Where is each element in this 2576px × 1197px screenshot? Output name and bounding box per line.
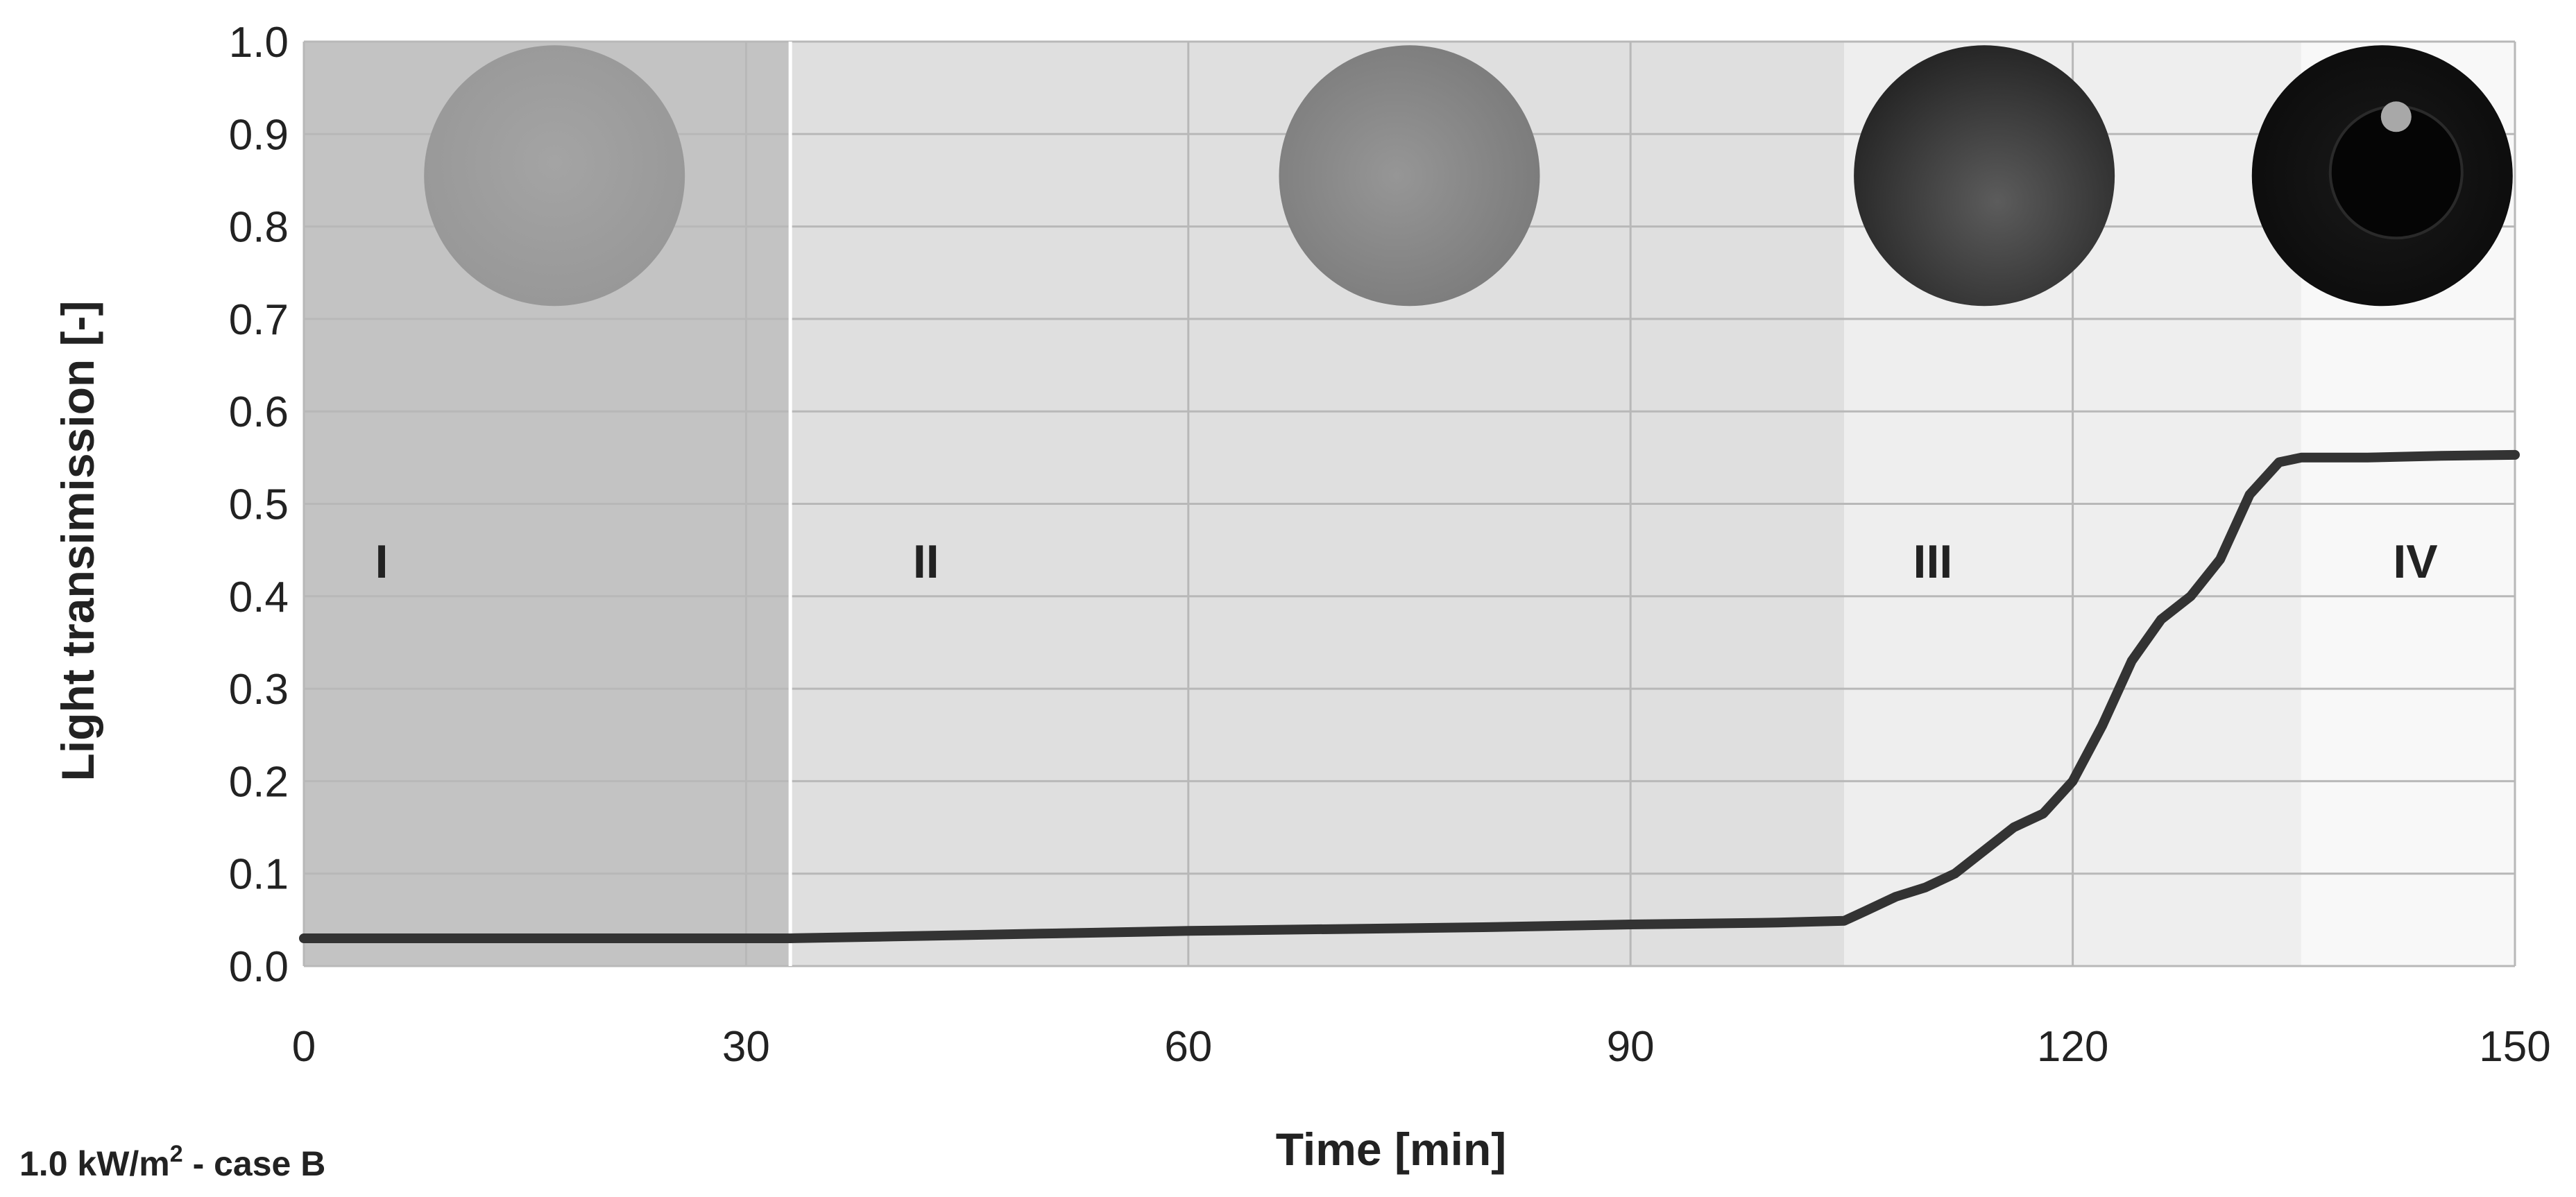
phase-label-II: II	[913, 535, 939, 588]
caption-flux: 1.0 kW/m	[19, 1144, 170, 1183]
x-tick-label: 90	[1607, 1023, 1655, 1071]
phase-label-I: I	[375, 535, 389, 588]
y-gridlines	[304, 40, 2515, 967]
y-tick-label: 0.1	[229, 851, 289, 899]
y-tick-label: 0.4	[229, 574, 289, 621]
x-tick-label: 120	[2037, 1023, 2108, 1071]
y-axis-title: Light transimission [-]	[52, 301, 103, 782]
x-tick-labels: 0 30 60 90 120 150	[292, 1023, 2551, 1071]
y-tick-label: 0.7	[229, 296, 289, 344]
specimen-light-spot	[2380, 101, 2412, 132]
y-tick-label: 0.6	[229, 388, 289, 436]
x-tick-label: 60	[1164, 1023, 1212, 1071]
x-tick-label: 150	[2479, 1023, 2550, 1071]
specimen-photo-I	[424, 45, 685, 307]
phase-label-III: III	[1913, 535, 1953, 588]
x-tick-label: 0	[292, 1023, 316, 1071]
specimen-photos	[424, 45, 2513, 307]
x-tick-label: 30	[722, 1023, 770, 1071]
condition-caption: 1.0 kW/m2 - case B	[19, 1141, 325, 1183]
y-tick-label: 0.8	[229, 204, 289, 252]
phase-labels: I II III IV	[375, 535, 2438, 588]
y-tick-label: 1.0	[229, 19, 289, 67]
y-tick-label: 0.9	[229, 111, 289, 159]
specimen-photo-III	[1854, 45, 2115, 307]
y-tick-label: 0.0	[229, 943, 289, 991]
light-transmission-line	[299, 449, 2520, 943]
specimen-photo-II	[1279, 45, 1540, 307]
y-tick-label: 0.3	[229, 666, 289, 714]
caption-case: - case B	[183, 1144, 326, 1183]
y-tick-label: 0.2	[229, 758, 289, 806]
x-axis-title: Time [min]	[1276, 1123, 1506, 1175]
y-tick-labels: 0.0 0.1 0.2 0.3 0.4 0.5 0.6 0.7 0.8 0.9 1.0	[229, 19, 289, 991]
phase-label-IV: IV	[2393, 535, 2437, 588]
caption-exponent: 2	[170, 1141, 183, 1167]
y-tick-label: 0.5	[229, 481, 289, 529]
